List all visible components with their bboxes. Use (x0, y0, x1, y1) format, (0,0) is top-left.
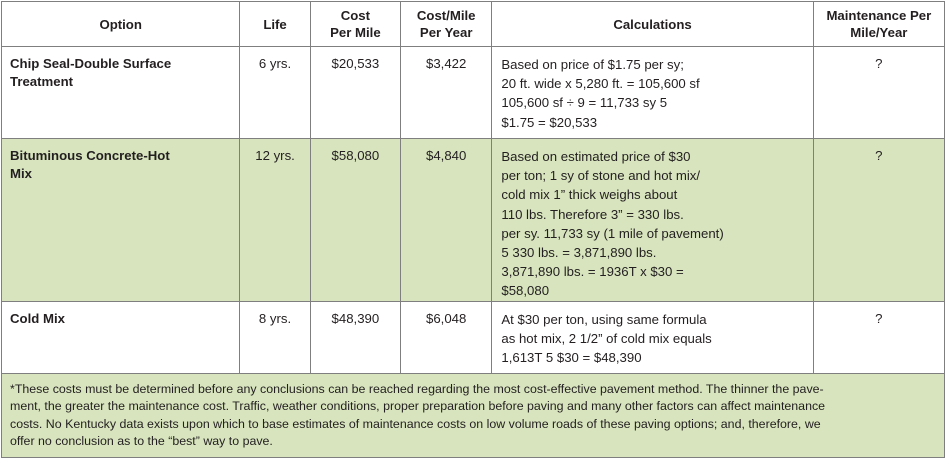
table-row: Chip Seal-Double Surface Treatment 6 yrs… (0, 46, 946, 139)
header-cost-per-mile-per-year: Cost/Mile Per Year (400, 1, 493, 47)
cost-per-mile-cell: $48,390 (309, 300, 402, 374)
footnote: *These costs must be determined before a… (1, 372, 945, 458)
option-cell: Cold Mix (0, 300, 241, 374)
option-cell: Chip Seal-Double Surface Treatment (0, 46, 241, 139)
cost-per-year-cell: $6,048 (400, 300, 493, 374)
maintenance-cell: ? (812, 138, 946, 302)
footnote-row: *These costs must be determined before a… (1, 372, 945, 458)
life-cell: 6 yrs. (239, 46, 311, 139)
header-option: Option (0, 1, 241, 47)
calculations-cell: Based on price of $1.75 per sy; 20 ft. w… (491, 46, 814, 139)
life-cell: 8 yrs. (239, 300, 311, 374)
header-maintenance: Maintenance Per Mile/Year (812, 1, 946, 47)
calculations-cell: At $30 per ton, using same formula as ho… (491, 300, 814, 374)
table-row: Bituminous Concrete-Hot Mix 12 yrs. $58,… (0, 138, 946, 302)
header-life: Life (239, 1, 311, 47)
cost-per-year-cell: $4,840 (400, 138, 493, 302)
maintenance-cell: ? (812, 300, 946, 374)
table-row: Cold Mix 8 yrs. $48,390 $6,048 At $30 pe… (0, 300, 946, 374)
cost-per-year-cell: $3,422 (400, 46, 493, 139)
header-calculations: Calculations (491, 1, 814, 47)
header-cost-per-mile: Cost Per Mile (309, 1, 402, 47)
option-cell: Bituminous Concrete-Hot Mix (0, 138, 241, 302)
maintenance-cell: ? (812, 46, 946, 139)
cost-per-mile-cell: $58,080 (309, 138, 402, 302)
cost-per-mile-cell: $20,533 (309, 46, 402, 139)
life-cell: 12 yrs. (239, 138, 311, 302)
header-row: Option Life Cost Per Mile Cost/Mile Per … (0, 1, 946, 47)
calculations-cell: Based on estimated price of $30 per ton;… (491, 138, 814, 302)
